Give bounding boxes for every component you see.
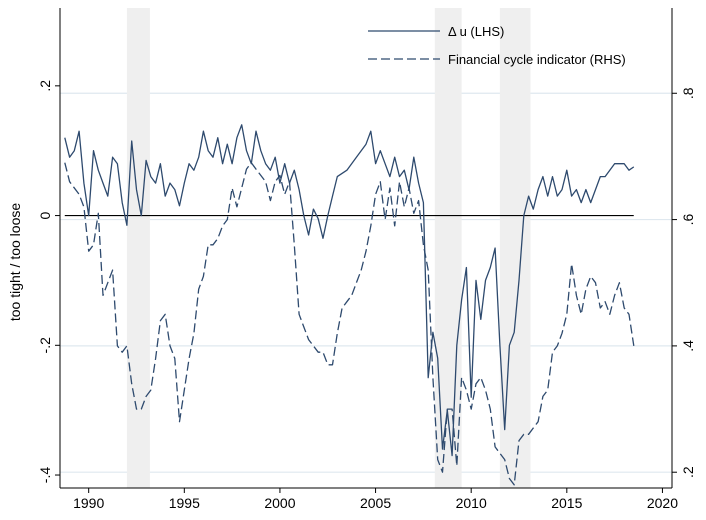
legend-label-0: Δ u (LHS) [448, 24, 504, 39]
y-left-tick-label-2: 0 [37, 211, 53, 219]
shaded-period-2 [499, 8, 531, 488]
y-right-tick-label-0: .2 [680, 466, 696, 478]
y-right-tick-label-3: .8 [680, 87, 696, 99]
x-tick-label-1: 1995 [169, 495, 200, 511]
y-left-tick-label-1: -.2 [37, 337, 53, 354]
gridlines [60, 92, 672, 473]
axes: 1990 1995 2000 2005 2010 2015 2020 -.4 -.2 0 .2 .2.… [37, 8, 696, 511]
y-axis-label: too tight / too loose [7, 203, 23, 322]
legend-label-1: Financial cycle indicator (RHS) [448, 52, 626, 67]
x-tick-label-3: 2005 [360, 495, 391, 511]
x-tick-label-5: 2015 [551, 495, 582, 511]
series-lines [64, 124, 635, 486]
x-tick-label-0: 1990 [73, 495, 104, 511]
y-left-tick-label-3: .2 [37, 80, 53, 92]
series-line-0 [64, 124, 635, 457]
y-left-tick-label-0: -.4 [37, 467, 53, 484]
y-right-tick-label-2: .6 [680, 214, 696, 226]
legend: Δ u (LHS) Financial cycle indicator (RHS) [368, 24, 626, 67]
shaded-period-0 [126, 8, 150, 488]
y-right-tick-label-1: .4 [680, 340, 696, 352]
series-line-1 [64, 162, 635, 486]
x-tick-label-4: 2010 [456, 495, 487, 511]
shaded-period-1 [434, 8, 462, 488]
x-tick-label-2: 2000 [264, 495, 295, 511]
x-tick-label-6: 2020 [647, 495, 678, 511]
shaded-periods [126, 8, 531, 488]
